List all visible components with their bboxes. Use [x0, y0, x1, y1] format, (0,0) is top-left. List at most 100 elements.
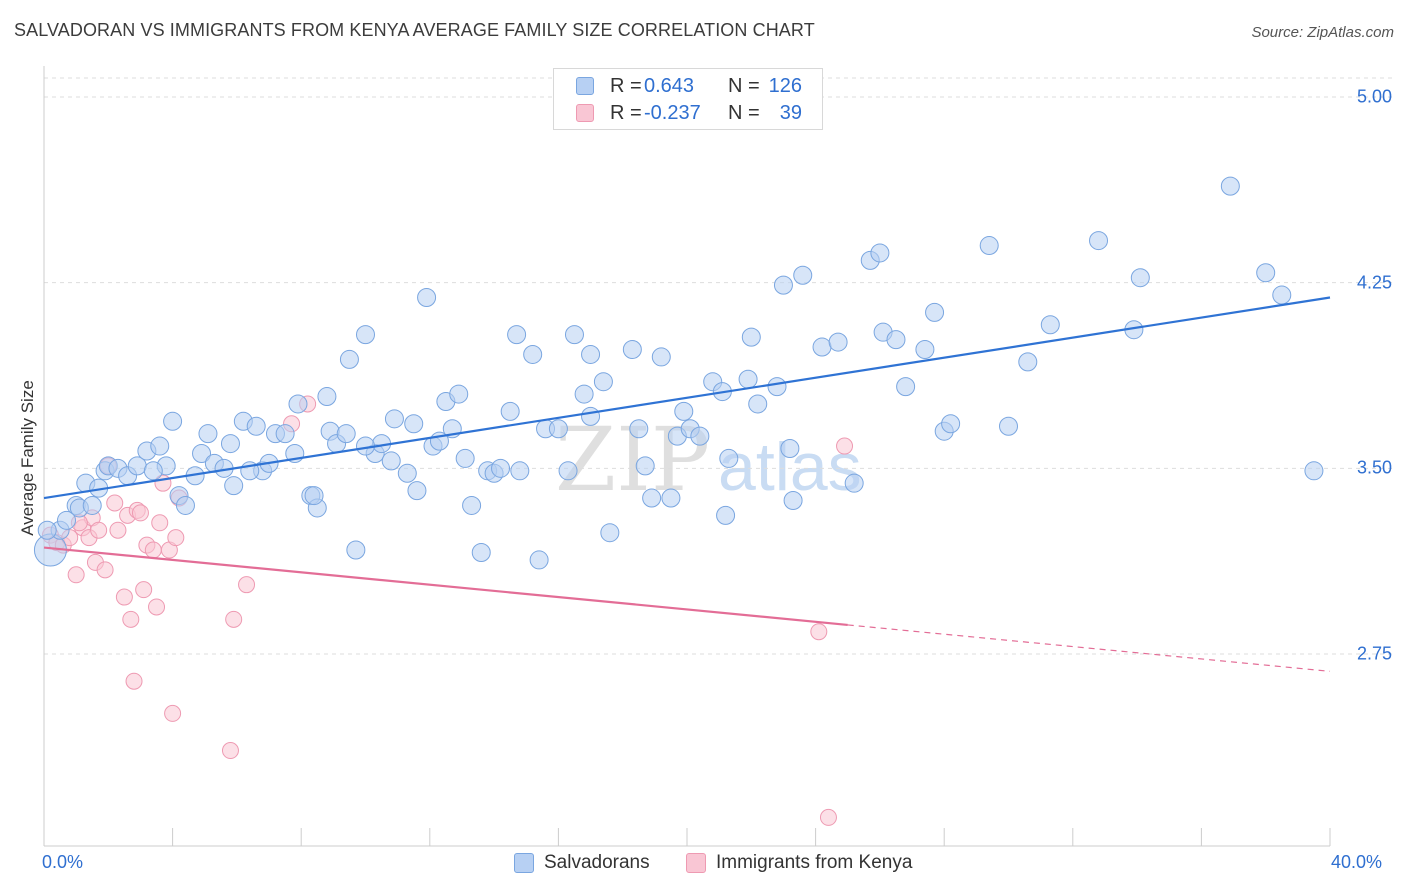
salvadoran-point [192, 443, 212, 463]
legend-row-kenya: R = -0.237 N = 39 [576, 100, 802, 126]
salvadoran-point [622, 340, 642, 360]
salvadoran-point [417, 288, 437, 308]
kenya-point [238, 576, 256, 594]
salvadoran-points [33, 176, 1324, 570]
salvadoran-point [336, 424, 356, 444]
salvadoran-point [941, 414, 961, 434]
salvadoran-point [317, 387, 337, 407]
kenya-point [167, 529, 185, 547]
salvadoran-point [581, 406, 601, 426]
salvadoran-trend-line [43, 296, 1331, 500]
kenya-point [106, 494, 124, 512]
salvadoran-point [738, 369, 758, 389]
salvadoran-point [674, 401, 694, 421]
legend-row-salvadorans: R = 0.643 N = 126 [576, 73, 802, 99]
salvadoran-point [471, 543, 491, 563]
salvadoran-point [288, 394, 308, 414]
salvadoran-point [82, 495, 102, 515]
salvadoran-point [767, 377, 787, 397]
kenya-trend-line-extension [847, 624, 1331, 672]
salvadoran-point [773, 275, 793, 295]
x-tick-max: 40.0% [1331, 852, 1383, 872]
salvadoran-point [1220, 176, 1240, 196]
legend-swatch-pink [686, 853, 706, 873]
kenya-point [115, 588, 133, 606]
salvadoran-point [1256, 263, 1276, 283]
salvadoran-point [397, 463, 417, 483]
salvadoran-point [1272, 285, 1292, 305]
salvadoran-point [1304, 461, 1324, 481]
y-tick-label: 5.00 [1356, 86, 1392, 107]
y-tick-label: 4.25 [1356, 272, 1392, 293]
chart-source: Source: ZipAtlas.com [1251, 24, 1394, 41]
kenya-point [122, 610, 140, 628]
salvadoran-point [150, 436, 170, 456]
salvadoran-point [999, 416, 1018, 436]
correlation-legend: R = 0.643 N = 126 R = -0.237 N = 39 [553, 68, 823, 130]
salvadoran-point [690, 426, 710, 446]
salvadoran-point [220, 434, 240, 454]
salvadoran-point [384, 409, 404, 429]
salvadoran-point [175, 495, 195, 515]
salvadoran-point [780, 439, 800, 459]
salvadoran-point [510, 461, 530, 481]
kenya-point [819, 808, 837, 826]
salvadoran-point [143, 461, 163, 481]
salvadoran-point [812, 337, 832, 357]
salvadoran-point [57, 510, 77, 530]
salvadoran-point [381, 451, 401, 471]
legend-r-value: -0.237 [644, 101, 701, 124]
legend-label: Immigrants from Kenya [716, 852, 913, 873]
salvadoran-point [548, 419, 568, 439]
salvadoran-point [581, 344, 601, 364]
salvadoran-point [224, 476, 244, 496]
salvadoran-point [783, 491, 803, 511]
axes [43, 66, 1331, 847]
kenya-point [109, 521, 127, 539]
salvadoran-point [896, 377, 916, 397]
kenya-point [144, 541, 162, 559]
salvadoran-point [661, 488, 681, 508]
salvadoran-point [404, 414, 424, 434]
kenya-point [131, 504, 149, 522]
trend-lines [43, 296, 1331, 672]
kenya-point [148, 598, 166, 616]
salvadoran-point [651, 347, 671, 367]
kenya-point [164, 704, 182, 722]
legend-n-label: N = [728, 74, 760, 97]
salvadoran-point [716, 505, 736, 525]
salvadoran-point [870, 243, 890, 263]
kenya-point [151, 514, 169, 532]
salvadoran-point [558, 461, 578, 481]
x-tick-min: 0.0% [42, 852, 84, 872]
salvadoran-point [1040, 315, 1060, 335]
salvadoran-point [793, 265, 813, 285]
kenya-point [96, 561, 114, 579]
salvadoran-point [491, 458, 511, 478]
salvadoran-point [339, 349, 359, 369]
kenya-point [225, 610, 243, 628]
salvadoran-point [455, 448, 475, 468]
salvadoran-point [593, 372, 613, 392]
salvadoran-point [37, 520, 57, 540]
salvadoran-point [449, 384, 469, 404]
salvadoran-point [828, 332, 848, 352]
legend-item-kenya[interactable]: Immigrants from Kenya [686, 852, 912, 874]
salvadoran-point [529, 550, 549, 570]
salvadoran-point [407, 481, 427, 501]
salvadoran-point [741, 327, 761, 347]
salvadoran-point [346, 540, 366, 560]
salvadoran-point [915, 340, 935, 360]
salvadoran-point [163, 411, 183, 431]
legend-item-salvadorans[interactable]: Salvadorans [514, 852, 650, 874]
salvadoran-point [275, 424, 295, 444]
kenya-point [810, 623, 828, 641]
salvadoran-point [1089, 231, 1109, 251]
chart-title: SALVADORAN VS IMMIGRANTS FROM KENYA AVER… [14, 20, 815, 40]
kenya-point [836, 437, 854, 455]
legend-n-value: 39 [779, 101, 802, 124]
legend-r-label: R = [610, 74, 642, 97]
legend-swatch-blue [576, 77, 594, 95]
kenya-point [221, 742, 239, 760]
